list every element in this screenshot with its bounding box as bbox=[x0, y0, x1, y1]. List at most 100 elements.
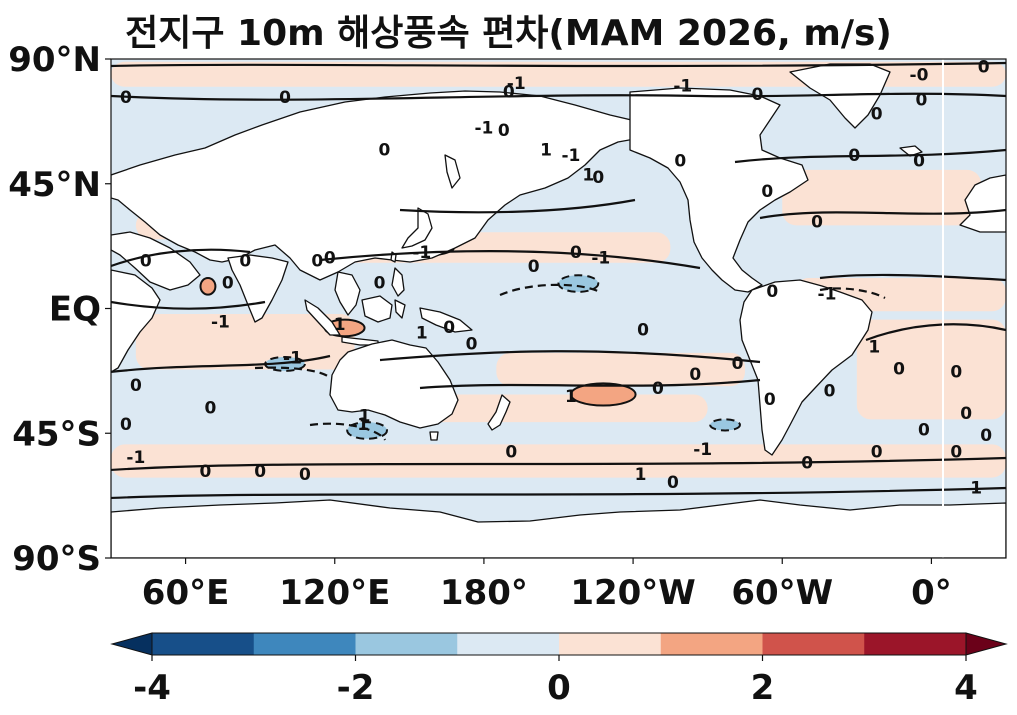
contour-label: -1 bbox=[412, 243, 431, 263]
colorbar-segment bbox=[355, 633, 458, 655]
zero-contour bbox=[111, 61, 1006, 68]
x-tick-label: 180° bbox=[440, 573, 528, 613]
contour-label: 0 bbox=[801, 454, 813, 474]
y-tick-label: 90°S bbox=[12, 539, 101, 579]
contour-label: 0 bbox=[761, 182, 773, 202]
contour-label: 1 bbox=[868, 337, 880, 357]
land-arabia bbox=[111, 231, 201, 291]
colorbar-segment bbox=[864, 633, 967, 655]
contour-label: -1 bbox=[591, 249, 610, 269]
positive-anomaly-blob bbox=[199, 277, 217, 296]
contour-label: -1 bbox=[126, 448, 145, 468]
colorbar-segment bbox=[152, 633, 255, 655]
neg-contour bbox=[819, 287, 886, 299]
contour-label: 1 bbox=[416, 323, 428, 343]
contour-label: 0 bbox=[913, 152, 925, 172]
negative-anomaly-blob bbox=[709, 418, 741, 432]
contour-label: 0 bbox=[674, 152, 686, 172]
x-axis-ticks: 60°E 120°E 180° 120°W 60°W 0° bbox=[142, 558, 952, 613]
contour-label: -1 bbox=[211, 312, 230, 332]
contour-label: 0 bbox=[200, 462, 212, 482]
zero-contour bbox=[419, 378, 761, 390]
positive-anomaly-band bbox=[856, 319, 1006, 420]
zero-contour bbox=[399, 198, 636, 214]
land-south-america bbox=[739, 279, 873, 456]
positive-anomaly-band bbox=[409, 394, 708, 423]
contour-label: 0 bbox=[811, 213, 823, 233]
y-tick-label: 45°N bbox=[8, 165, 101, 205]
x-tick-label: 60°W bbox=[731, 573, 833, 613]
contour-label: -1 bbox=[673, 77, 692, 97]
contour-label: 0 bbox=[443, 318, 455, 338]
zero-contour bbox=[111, 300, 266, 310]
land-new-guinea bbox=[419, 307, 473, 333]
contour-label: 0 bbox=[466, 335, 478, 355]
positive-anomaly-band bbox=[111, 444, 1006, 478]
contour-label: 0 bbox=[893, 359, 905, 379]
land-sumatra bbox=[304, 299, 341, 336]
contour-label: 0 bbox=[505, 443, 517, 463]
colorbar-tick-label: 0 bbox=[547, 668, 571, 708]
land-japan bbox=[401, 207, 433, 249]
positive-anomaly-band bbox=[111, 61, 1006, 87]
positive-anomaly-band bbox=[135, 314, 355, 370]
zero-contour bbox=[379, 350, 761, 364]
colorbar-ticks: -4 -2 0 2 4 bbox=[133, 655, 978, 708]
positive-anomaly-band bbox=[496, 352, 745, 387]
contour-label: 0 bbox=[120, 415, 132, 435]
chart-title: 전지구 10m 해상풍속 편차(MAM 2026, m/s) bbox=[125, 13, 892, 54]
contour-label: 0 bbox=[374, 274, 386, 294]
contour-label: 1 bbox=[359, 407, 371, 427]
colorbar-segments bbox=[152, 633, 967, 655]
land-india bbox=[227, 254, 289, 323]
land-indochina bbox=[334, 271, 361, 316]
colorbar-segment bbox=[253, 633, 356, 655]
zero-contour bbox=[759, 208, 1006, 220]
contour-label: 0 bbox=[732, 354, 744, 374]
x-tick-label: 120°W bbox=[570, 573, 695, 613]
zero-contour bbox=[819, 273, 1006, 282]
contour-label: 0 bbox=[528, 257, 540, 277]
land-borneo bbox=[361, 295, 393, 323]
land-antarctica bbox=[111, 499, 1006, 558]
contour-label: 0 bbox=[637, 321, 649, 341]
land-africa bbox=[111, 269, 161, 373]
zero-contour bbox=[111, 92, 1006, 101]
y-tick-label: EQ bbox=[49, 290, 101, 330]
colorbar-tick-label: 2 bbox=[751, 668, 775, 708]
contour-label: 0 bbox=[764, 390, 776, 410]
zero-contour bbox=[319, 250, 701, 270]
negative-anomaly-blob bbox=[346, 421, 388, 440]
zero-contour bbox=[111, 486, 1006, 500]
neg-contour bbox=[254, 366, 331, 379]
contour-label: 0 bbox=[848, 146, 860, 166]
contour-label: 0 bbox=[978, 57, 990, 77]
contour-label: -1 bbox=[350, 415, 369, 435]
colorbar-segment bbox=[559, 633, 662, 655]
land-sulawesi bbox=[394, 299, 406, 319]
zero-contour bbox=[111, 456, 1006, 472]
contour-label: 0 bbox=[950, 362, 962, 382]
negative-anomaly-blob bbox=[557, 274, 600, 293]
contour-label: 1 bbox=[565, 387, 577, 407]
x-tick-label: 0° bbox=[911, 573, 952, 613]
colorbar-tick-label: -4 bbox=[133, 668, 171, 708]
land-masses bbox=[111, 63, 1006, 558]
land-philippines bbox=[391, 267, 405, 297]
contour-label: 1 bbox=[582, 165, 594, 185]
contour-label: 0 bbox=[766, 282, 778, 302]
contour-label: -1 bbox=[693, 440, 712, 460]
contour-label: 0 bbox=[980, 426, 992, 446]
zero-contour bbox=[734, 148, 1006, 164]
contour-label: 1 bbox=[334, 315, 346, 335]
land-north-america bbox=[629, 87, 809, 293]
x-tick-label: 120°E bbox=[279, 573, 390, 613]
contour-label: 0 bbox=[950, 443, 962, 463]
contour-label: 0 bbox=[254, 462, 266, 482]
land-australia bbox=[329, 339, 459, 429]
contour-label: 0 bbox=[916, 91, 928, 111]
neg-contour bbox=[499, 283, 601, 297]
colorbar-segment bbox=[762, 633, 865, 655]
